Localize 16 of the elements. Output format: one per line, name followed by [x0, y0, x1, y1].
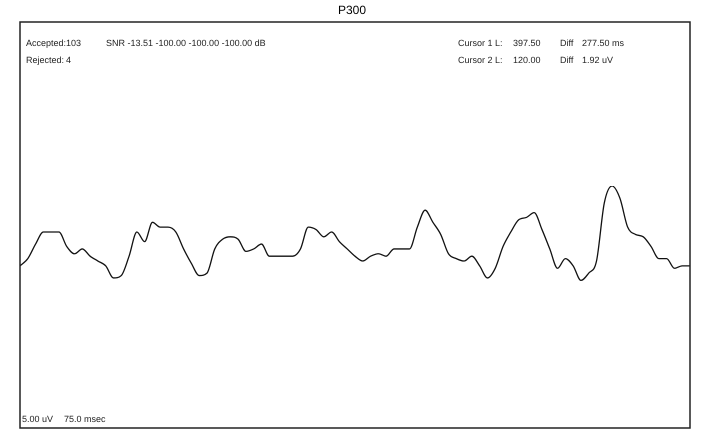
annotation: 75.0 msec	[64, 414, 106, 424]
text: Cursor 2 L:	[458, 55, 503, 65]
text: 397.50	[513, 38, 541, 48]
chart-title: P300	[336, 3, 368, 17]
text: SNR -13.51 -100.00 -100.00 -100.00 dB	[106, 38, 266, 48]
text: Diff	[560, 55, 574, 65]
text: 4	[66, 55, 72, 65]
text: Diff	[560, 38, 574, 48]
text: Accepted:	[26, 38, 66, 48]
text: Cursor 1 L:	[458, 38, 503, 48]
text: 1.92 uV	[582, 55, 614, 65]
text: 103	[66, 38, 82, 48]
text: 120.00	[513, 55, 541, 65]
text: 277.50 ms	[582, 38, 624, 48]
text: Rejected:	[26, 55, 64, 65]
annotation: 5.00 uV	[22, 414, 54, 424]
